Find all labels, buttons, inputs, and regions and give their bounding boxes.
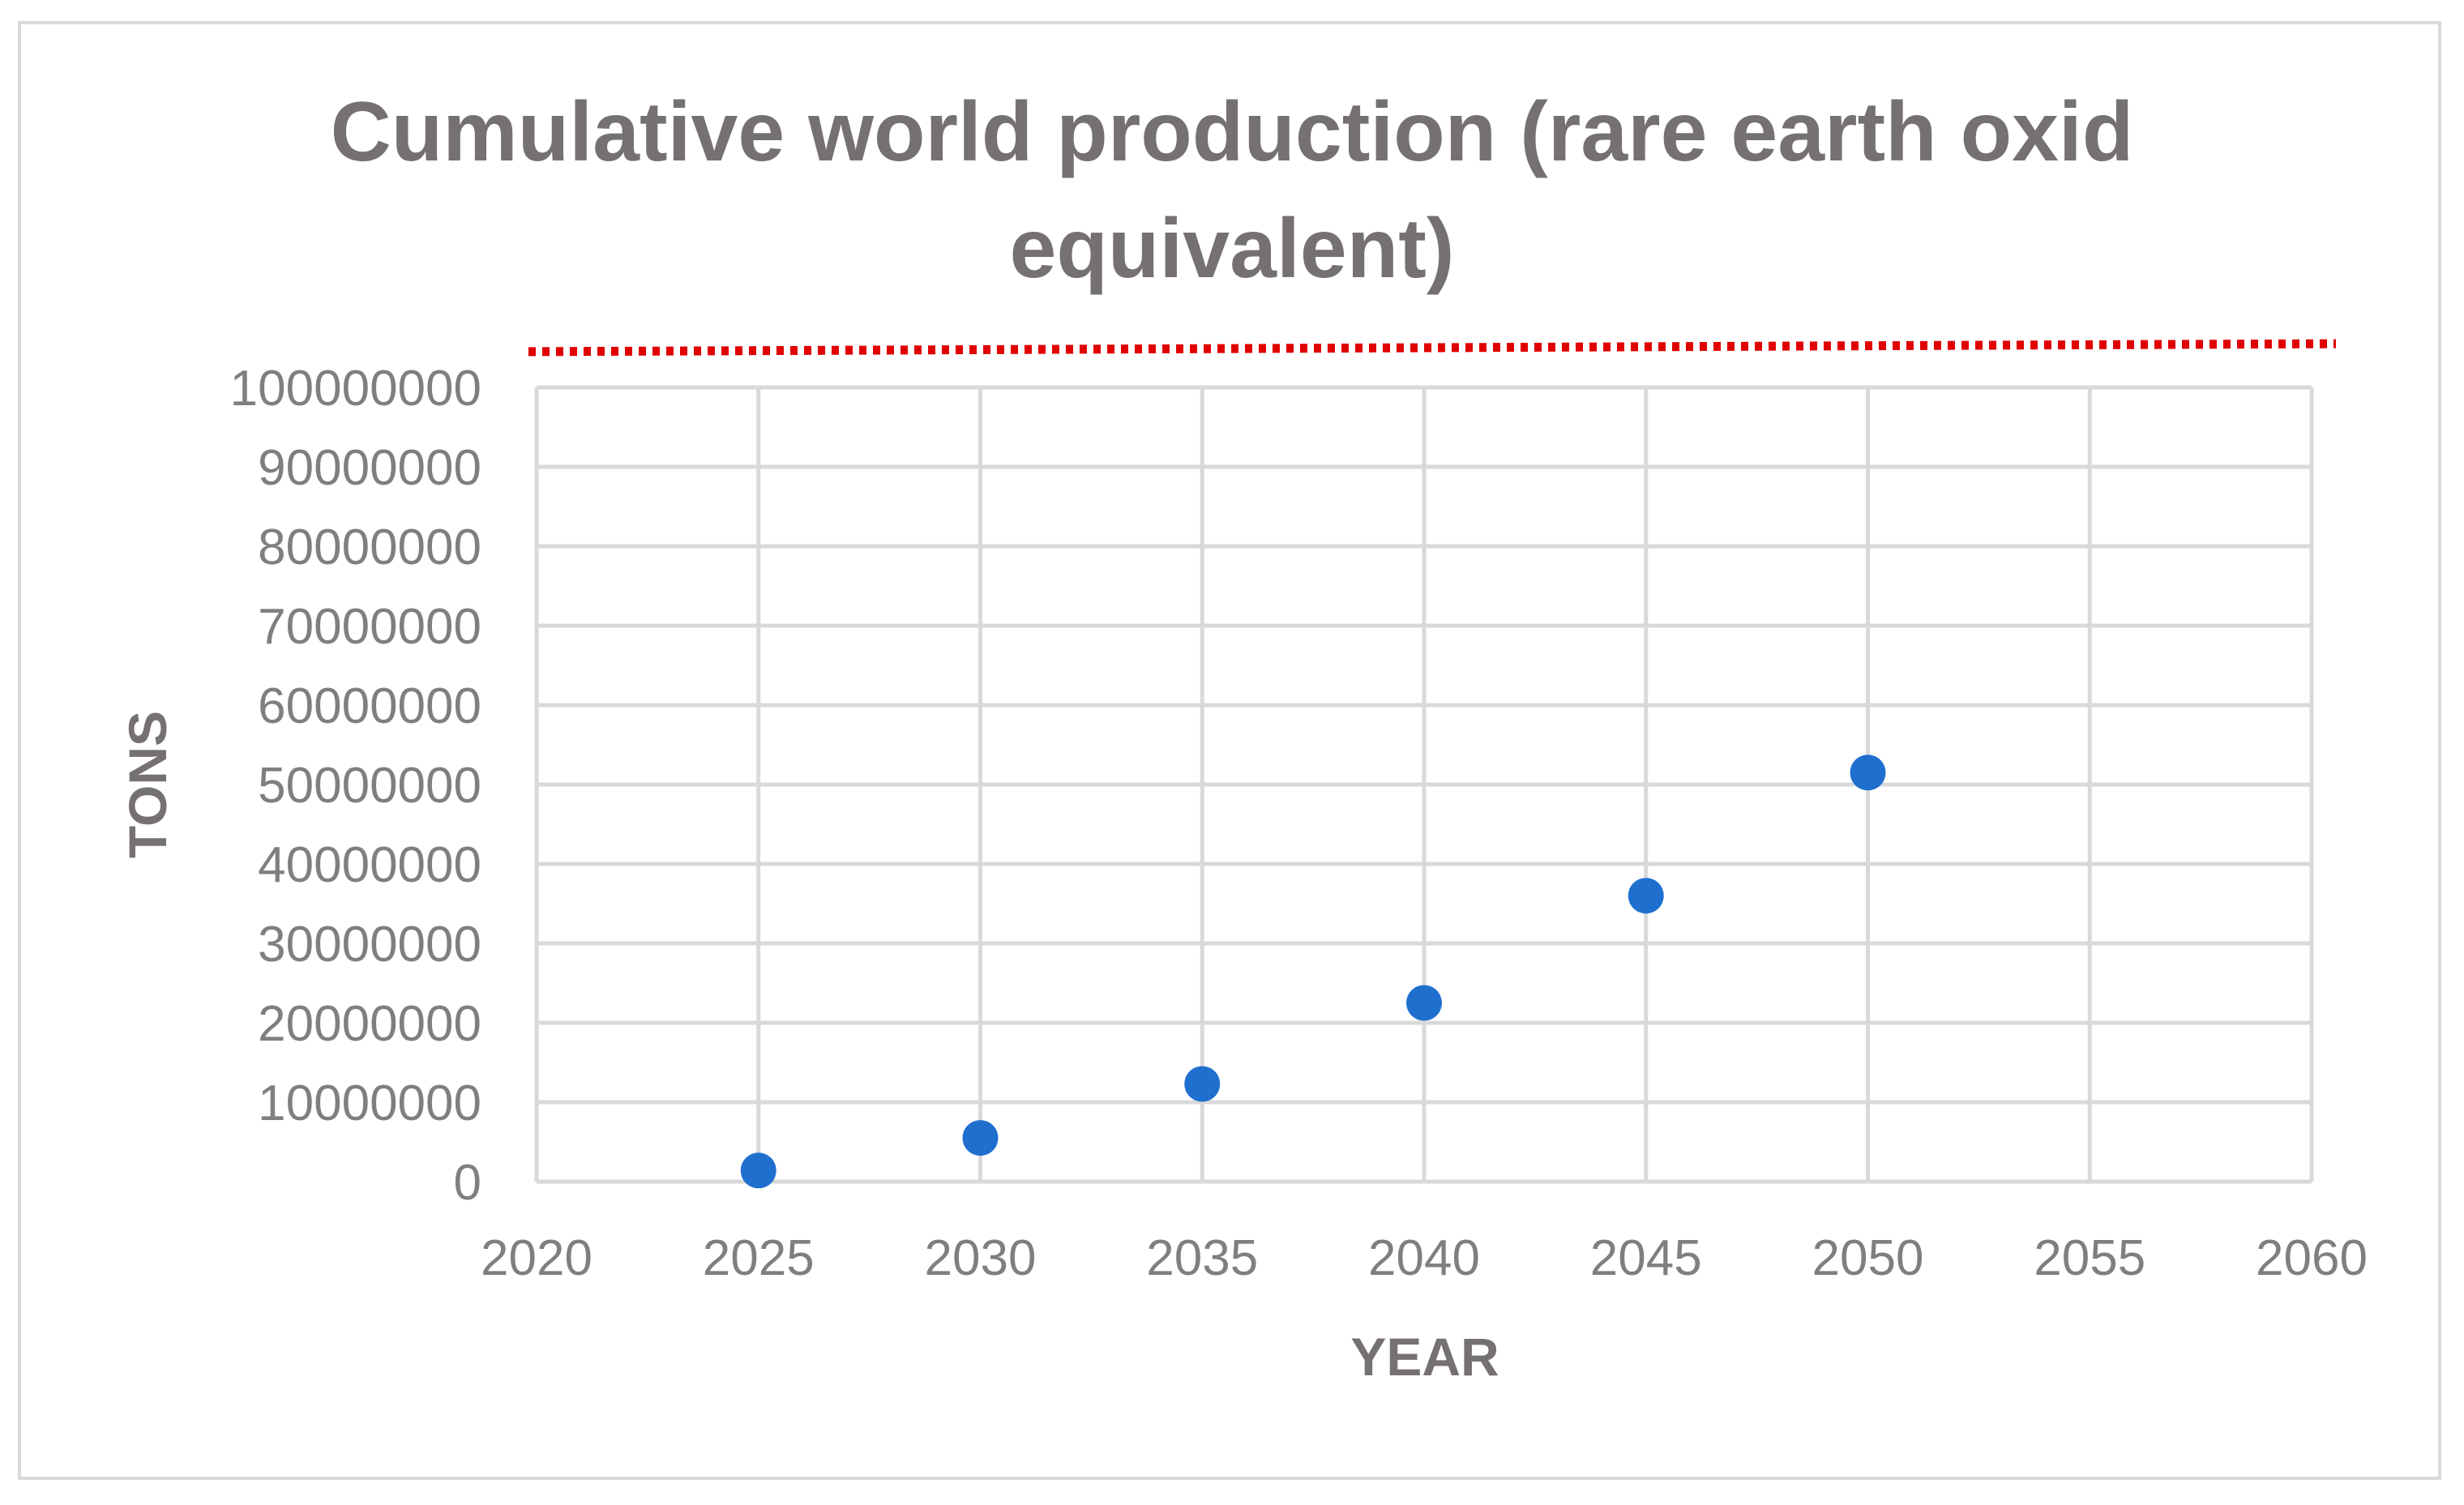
chart-frame (18, 21, 2441, 1480)
y-tick-label: 20000000 (258, 996, 481, 1052)
chart-title-line-2: equivalent) (1010, 202, 1455, 296)
tick-label-layer: 0 10000000 20000000 30000000 40000000 5000000… (230, 361, 2368, 1286)
x-axis-title: YEAR (1350, 1327, 1499, 1387)
x-tick-label: 2050 (1812, 1230, 1924, 1286)
x-tick-label: 2040 (1368, 1230, 1480, 1286)
y-tick-label: 90000000 (258, 440, 481, 496)
x-tick-label: 2055 (2034, 1230, 2145, 1286)
y-tick-label: 30000000 (258, 917, 481, 973)
x-tick-label: 2030 (925, 1230, 1037, 1286)
data-point (1850, 755, 1886, 791)
data-point (1406, 985, 1442, 1021)
x-tick-label: 2045 (1590, 1230, 1702, 1286)
grid-layer (534, 385, 2314, 1184)
data-point (962, 1120, 999, 1157)
y-tick-label: 60000000 (258, 678, 481, 734)
y-axis-title: TONS (118, 711, 178, 858)
y-tick-label: 0 (454, 1155, 481, 1211)
y-tick-label: 50000000 (258, 758, 481, 814)
chart-title-line-1: Cumulative world production (rare earth … (331, 85, 2134, 179)
y-tick-label: 80000000 (258, 519, 481, 575)
data-point (1184, 1066, 1221, 1102)
reference-dotted-line (528, 339, 2337, 357)
y-tick-label: 10000000 (258, 1075, 481, 1131)
data-point-layer (740, 755, 1886, 1189)
x-tick-label: 2035 (1146, 1230, 1258, 1286)
data-point (740, 1152, 776, 1189)
reference-layer (528, 339, 2337, 357)
data-point (1628, 878, 1664, 914)
x-tick-label: 2020 (481, 1230, 592, 1286)
y-tick-label: 100000000 (230, 361, 481, 417)
x-tick-label: 2025 (703, 1230, 815, 1286)
y-tick-label: 70000000 (258, 599, 481, 655)
x-tick-label: 2060 (2256, 1230, 2368, 1286)
y-tick-label: 40000000 (258, 837, 481, 893)
